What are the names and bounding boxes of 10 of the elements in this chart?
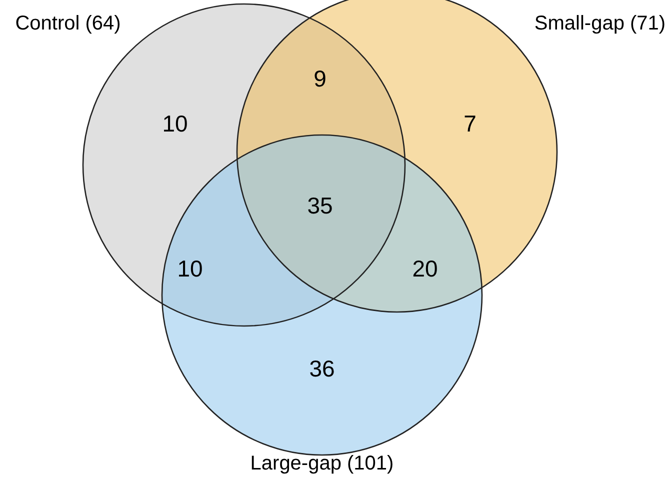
data-label: 10 <box>177 255 203 282</box>
text: Large-gap (101) <box>250 452 394 475</box>
text: Small-gap (71) <box>534 12 666 35</box>
text: Control (64) <box>15 12 121 35</box>
data-label: 36 <box>309 355 335 382</box>
data-label: 7 <box>464 110 476 136</box>
data-label: 10 <box>162 110 188 136</box>
data-label: 20 <box>412 255 438 282</box>
data-label: 35 <box>307 192 333 218</box>
data-label: 9 <box>314 65 326 92</box>
